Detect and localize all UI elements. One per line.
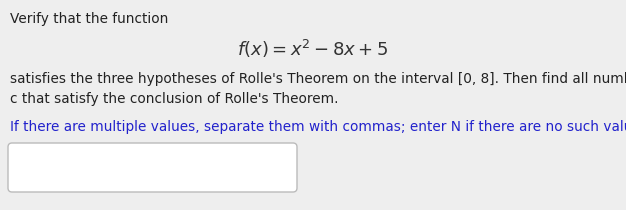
Text: c that satisfy the conclusion of Rolle's Theorem.: c that satisfy the conclusion of Rolle's… xyxy=(10,92,339,106)
Text: satisfies the three hypotheses of Rolle's Theorem on the interval [0, 8]. Then f: satisfies the three hypotheses of Rolle'… xyxy=(10,72,626,86)
FancyBboxPatch shape xyxy=(8,143,297,192)
Text: If there are multiple values, separate them with commas; enter N if there are no: If there are multiple values, separate t… xyxy=(10,120,626,134)
Text: $f(x) = x^2 - 8x + 5$: $f(x) = x^2 - 8x + 5$ xyxy=(237,38,389,60)
Text: Verify that the function: Verify that the function xyxy=(10,12,168,26)
